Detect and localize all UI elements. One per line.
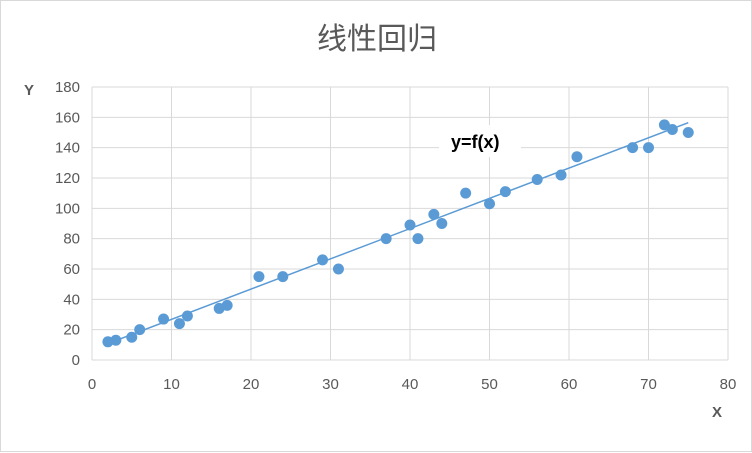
data-point — [412, 233, 424, 245]
x-tick-label: 30 — [322, 376, 339, 393]
trendline — [107, 121, 689, 345]
x-tick-label: 80 — [720, 376, 737, 393]
gridlines — [91, 86, 729, 361]
data-points — [102, 119, 694, 348]
data-point — [173, 318, 185, 330]
data-point — [181, 310, 193, 322]
annotation-background — [439, 125, 521, 157]
data-point — [666, 123, 678, 135]
y-tick-label: 20 — [63, 322, 80, 339]
y-tick-label: 180 — [55, 79, 80, 96]
y-tick-label: 100 — [55, 200, 80, 217]
data-point — [499, 186, 511, 198]
y-tick-label: 40 — [63, 291, 80, 308]
y-tick-label: 0 — [72, 352, 80, 369]
y-tick-label: 160 — [55, 109, 80, 126]
y-tick-label: 60 — [63, 261, 80, 278]
data-point — [134, 324, 146, 336]
y-axis-ticks: 0 20 40 60 80 100 120 140 160 180 — [55, 79, 80, 369]
y-tick-label: 120 — [55, 170, 80, 187]
x-tick-label: 10 — [163, 376, 180, 393]
x-tick-label: 40 — [402, 376, 419, 393]
data-point — [126, 331, 138, 343]
data-point — [428, 208, 440, 220]
data-point — [658, 119, 670, 131]
x-axis-title: X — [712, 404, 722, 421]
data-point — [571, 151, 583, 163]
data-point — [460, 187, 472, 199]
y-axis-title: Y — [24, 82, 34, 99]
data-point — [484, 198, 495, 210]
data-point — [317, 254, 329, 266]
equation-annotation: y=f(x) — [451, 132, 500, 152]
data-point — [682, 127, 694, 138]
x-tick-label: 20 — [243, 376, 260, 393]
chart-title: 线性回归 — [317, 22, 437, 57]
x-axis-ticks: 0 10 20 30 40 50 60 70 80 — [88, 376, 737, 393]
data-point — [332, 263, 344, 275]
data-point — [531, 174, 543, 186]
x-tick-label: 70 — [640, 376, 657, 393]
data-point — [158, 313, 170, 325]
data-point — [436, 218, 448, 229]
y-tick-label: 140 — [55, 140, 80, 157]
data-point — [253, 271, 265, 283]
x-tick-label: 0 — [88, 376, 96, 393]
x-tick-label: 50 — [481, 376, 498, 393]
data-point — [555, 169, 567, 181]
data-point — [643, 142, 654, 154]
x-tick-label: 60 — [561, 376, 578, 393]
data-point — [277, 271, 289, 283]
y-tick-label: 80 — [63, 231, 80, 248]
data-point — [380, 233, 392, 245]
data-point — [221, 299, 233, 311]
data-point — [404, 219, 416, 231]
data-point — [627, 142, 639, 154]
data-point — [110, 334, 122, 346]
